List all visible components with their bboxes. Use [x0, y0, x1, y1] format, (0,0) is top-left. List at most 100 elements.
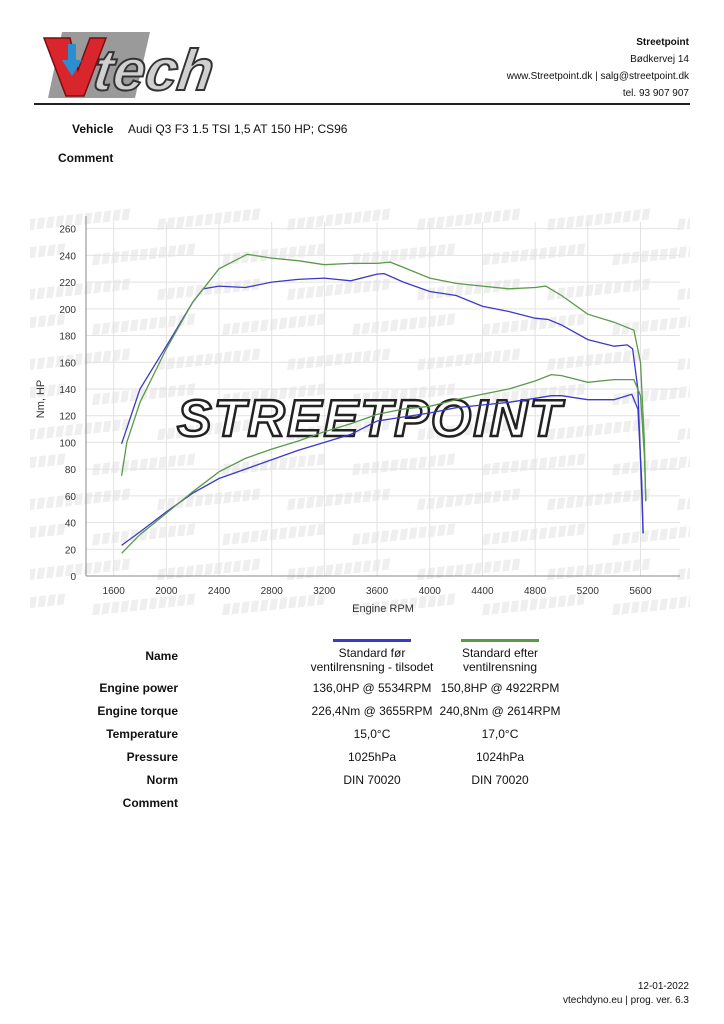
watermark-glyph: [417, 358, 426, 371]
watermark-glyph: [315, 285, 325, 298]
watermark-glyph: [538, 247, 548, 260]
watermark-glyph: [353, 211, 362, 224]
watermark-glyph: [110, 321, 120, 334]
watermark-glyph: [316, 313, 326, 326]
result-row: Engine power 136,0HP @ 5534RPM 150,8HP @ 4…: [90, 676, 564, 699]
row-value: Standard efter ventilrensning: [436, 636, 564, 676]
watermark-glyph: [45, 286, 55, 299]
watermark-glyph: [584, 494, 594, 507]
watermark-graphic: [92, 593, 196, 616]
x-tick-label: 4400: [471, 586, 494, 597]
watermark-glyph: [93, 351, 102, 364]
watermark-glyph: [389, 389, 399, 402]
row-value: 1025hPa: [308, 745, 436, 768]
watermark-glyph: [529, 248, 539, 261]
row-value: 226,4Nm @ 3655RPM: [308, 699, 436, 722]
x-tick-label: 5200: [577, 586, 600, 597]
watermark-glyph: [649, 459, 659, 472]
watermark-graphic: [157, 348, 261, 371]
watermark-glyph: [287, 568, 296, 581]
company-info: Streetpoint Bødkervej 14 www.Streetpoint…: [507, 34, 689, 102]
watermark-glyph: [473, 422, 483, 435]
watermark-graphic: [417, 488, 521, 511]
watermark-glyph: [204, 563, 214, 576]
y-tick-label: 100: [59, 438, 76, 449]
watermark-glyph: [74, 283, 84, 296]
watermark-glyph: [417, 498, 426, 511]
watermark-glyph: [418, 526, 427, 539]
watermark-glyph: [557, 385, 567, 398]
watermark-glyph: [502, 209, 511, 222]
watermark-glyph: [473, 562, 483, 575]
watermark-glyph: [287, 218, 296, 231]
watermark-glyph: [232, 210, 242, 223]
x-tick-label: 2800: [261, 586, 284, 597]
watermark-glyph: [538, 597, 548, 610]
watermark-glyph: [242, 349, 251, 362]
watermark-glyph: [594, 563, 604, 576]
watermark-glyph: [446, 453, 456, 466]
watermark-glyph: [278, 597, 288, 610]
watermark-glyph: [510, 460, 520, 473]
watermark-glyph: [222, 533, 231, 546]
watermark-glyph: [594, 423, 604, 436]
watermark-glyph: [538, 317, 548, 330]
watermark-glyph: [296, 357, 306, 370]
watermark-glyph: [101, 462, 111, 475]
watermark-glyph: [408, 317, 418, 330]
watermark-glyph: [361, 462, 371, 475]
watermark-glyph: [547, 218, 556, 231]
watermark-glyph: [547, 358, 556, 371]
footer: 12-01-2022 vtechdyno.eu | prog. ver. 6.3: [563, 980, 689, 1008]
watermark-glyph: [30, 246, 37, 259]
watermark-graphic: [92, 243, 196, 266]
watermark-glyph: [668, 457, 678, 470]
watermark-glyph: [83, 562, 93, 575]
watermark-glyph: [110, 391, 120, 404]
watermark-glyph: [370, 461, 380, 474]
watermark-glyph: [389, 529, 399, 542]
watermark-glyph: [177, 244, 186, 257]
x-tick-label: 5600: [629, 586, 652, 597]
watermark-glyph: [621, 532, 631, 545]
watermark-glyph: [511, 208, 521, 221]
watermark-glyph: [454, 494, 464, 507]
watermark-glyph: [64, 494, 74, 507]
watermark-glyph: [175, 216, 185, 229]
value-text: 240,8Nm @ 2614RPM: [439, 703, 561, 718]
watermark-glyph: [427, 315, 437, 328]
watermark-glyph: [242, 279, 251, 292]
watermark-glyph: [242, 209, 251, 222]
watermark-graphic: [417, 558, 521, 581]
row-label: Engine power: [99, 680, 178, 695]
result-row: Temperature 15,0°C 17,0°C: [90, 722, 564, 745]
watermark-glyph: [223, 351, 232, 364]
watermark-glyph: [93, 491, 102, 504]
watermark-glyph: [686, 497, 690, 510]
watermark-glyph: [612, 323, 621, 336]
watermark-glyph: [426, 567, 436, 580]
report-date: 12-01-2022: [637, 981, 689, 992]
watermark-glyph: [177, 594, 186, 607]
company-name: Streetpoint: [636, 37, 689, 48]
watermark-glyph: [167, 525, 177, 538]
result-row: Norm DIN 70020 DIN 70020: [90, 768, 564, 791]
watermark-glyph: [74, 353, 84, 366]
watermark-glyph: [603, 352, 613, 365]
watermark-glyph: [259, 529, 269, 542]
watermark-graphic: [677, 287, 690, 301]
watermark-glyph: [296, 287, 306, 300]
value-text: DIN 70020: [471, 772, 529, 787]
watermark-graphic: [30, 383, 66, 399]
watermark-glyph: [621, 462, 631, 475]
watermark-glyph: [297, 525, 307, 538]
watermark-glyph: [30, 218, 36, 231]
watermark-glyph: [305, 566, 315, 579]
watermark-glyph: [185, 215, 195, 228]
watermark-glyph: [427, 595, 437, 608]
watermark-graphic: [482, 523, 586, 546]
watermark-glyph: [223, 421, 232, 434]
watermark-graphic: [612, 385, 690, 406]
watermark-glyph: [36, 287, 46, 300]
